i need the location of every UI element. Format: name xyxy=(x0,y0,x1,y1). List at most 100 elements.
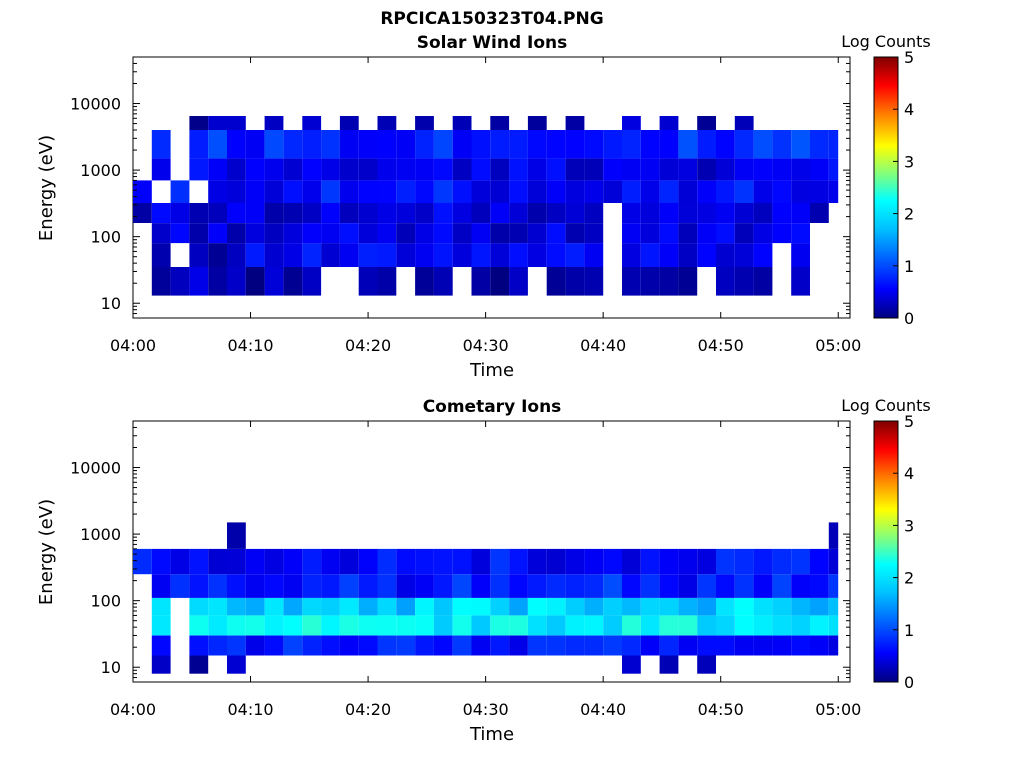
heatmap-cell xyxy=(527,130,547,159)
heatmap-cell xyxy=(208,180,227,203)
heatmap-cell xyxy=(734,635,754,656)
heatmap-cell xyxy=(227,522,246,549)
heatmap-cell xyxy=(678,203,698,223)
heatmap-cell xyxy=(734,574,754,598)
heatmap-cell xyxy=(678,130,698,159)
heatmap-cell xyxy=(208,130,227,159)
heatmap-cell xyxy=(716,597,735,616)
heatmap-cell xyxy=(358,548,378,575)
colorbar-tick-label: 1 xyxy=(904,257,914,276)
heatmap-cell xyxy=(302,243,322,267)
heatmap-cell xyxy=(716,130,735,159)
heatmap-cell xyxy=(810,615,829,636)
heatmap-cell xyxy=(753,574,773,598)
heatmap-cell xyxy=(527,635,547,656)
heatmap-cell xyxy=(828,597,839,616)
x-tick-label: 04:50 xyxy=(698,336,744,355)
heatmap-cell xyxy=(546,180,566,203)
heatmap-cell xyxy=(716,158,735,181)
heatmap-cell xyxy=(828,130,839,159)
heatmap-cell xyxy=(584,203,604,223)
heatmap-cell xyxy=(283,548,303,575)
heatmap-cell xyxy=(208,635,227,656)
heatmap-cell xyxy=(358,574,378,598)
heatmap-cell xyxy=(302,548,322,575)
heatmap-cell xyxy=(245,574,265,598)
heatmap-cell xyxy=(170,203,190,223)
x-tick-label: 04:00 xyxy=(110,700,156,719)
heatmap-cell xyxy=(471,267,491,296)
heatmap-cell xyxy=(264,223,284,244)
heatmap-cell xyxy=(565,548,585,575)
heatmap-cell xyxy=(640,548,660,575)
y-axis-label: Energy (eV) xyxy=(36,135,57,241)
heatmap-cell xyxy=(170,574,190,598)
y-tick-label: 100 xyxy=(90,228,121,247)
heatmap-cell xyxy=(622,180,641,203)
heatmap-cell xyxy=(151,223,171,244)
heatmap-cell xyxy=(622,548,641,575)
colorbar xyxy=(873,56,899,319)
heatmap-cell xyxy=(170,548,190,575)
heatmap-cell xyxy=(697,223,716,244)
heatmap-cell xyxy=(753,548,773,575)
heatmap-cell xyxy=(245,130,265,159)
heatmap-cell xyxy=(697,635,716,656)
panel-solar-wind: Solar Wind Ions 04:00 04:10 04:20 04:30 04:4… xyxy=(36,32,931,381)
heatmap-cell xyxy=(546,574,566,598)
heatmap-cell xyxy=(697,243,716,267)
heatmap-cell xyxy=(264,597,284,616)
heatmap-cell xyxy=(433,635,453,656)
y-axis-label: Energy (eV) xyxy=(36,499,57,605)
heatmap-cell xyxy=(546,548,566,575)
heatmap-cell xyxy=(584,243,604,267)
heatmap-cell xyxy=(471,180,491,203)
heatmap-cell xyxy=(565,574,585,598)
heatmap-cell xyxy=(415,203,434,223)
heatmap-cell xyxy=(622,203,641,223)
heatmap-cell xyxy=(640,574,660,598)
heatmap-cell xyxy=(302,223,322,244)
heatmap-cell xyxy=(264,548,284,575)
heatmap-cell xyxy=(565,223,585,244)
heatmap-cell xyxy=(358,180,378,203)
heatmap-cell xyxy=(189,597,209,616)
panel-title: Cometary Ions xyxy=(423,397,562,417)
heatmap-cell xyxy=(490,597,510,616)
heatmap-cell xyxy=(227,180,246,203)
heatmap-cell xyxy=(772,130,792,159)
y-tick-label: 10000 xyxy=(70,459,121,478)
heatmap-cell xyxy=(772,597,792,616)
heatmap-cell xyxy=(565,130,585,159)
heatmap-cell xyxy=(321,635,340,656)
heatmap-cell xyxy=(133,180,152,203)
heatmap-cell xyxy=(415,116,434,130)
y-tick-label: 10000 xyxy=(70,95,121,114)
heatmap-cell xyxy=(283,180,303,203)
heatmap-cell xyxy=(716,574,735,598)
heatmap-cell xyxy=(283,574,303,598)
heatmap-cell xyxy=(396,223,416,244)
heatmap-cell xyxy=(640,635,660,656)
heatmap-cell xyxy=(659,180,679,203)
heatmap-cell xyxy=(622,116,641,130)
heatmap-cell xyxy=(358,243,378,267)
heatmap-cell xyxy=(659,655,679,674)
heatmap-cell xyxy=(227,130,246,159)
heatmap-cell xyxy=(772,615,792,636)
heatmap-cell xyxy=(509,597,528,616)
heatmap-cell xyxy=(509,574,528,598)
heatmap-cell xyxy=(189,574,209,598)
heatmap-cell xyxy=(264,243,284,267)
colorbar-tick-label: 4 xyxy=(904,464,914,483)
x-tick-label: 05:00 xyxy=(815,336,861,355)
heatmap-cell xyxy=(640,243,660,267)
heatmap-cell xyxy=(245,615,265,636)
heatmap-cell xyxy=(772,180,792,203)
heatmap-cell xyxy=(452,615,472,636)
heatmap-cell xyxy=(452,130,472,159)
heatmap-cell xyxy=(509,615,528,636)
heatmap-cell xyxy=(584,615,604,636)
colorbar-tick-label: 2 xyxy=(904,569,914,588)
